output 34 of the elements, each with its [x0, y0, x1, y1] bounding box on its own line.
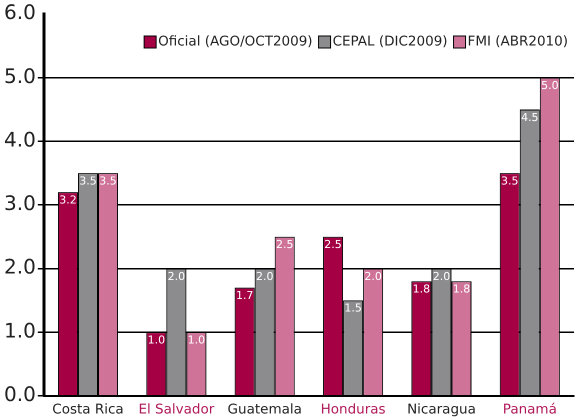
y-tick-label: 0.0	[4, 382, 36, 406]
legend-label: Oficial (AGO/OCT2009)	[158, 34, 313, 50]
data-label: 3.2	[59, 194, 77, 207]
data-label: 1.8	[452, 282, 470, 296]
data-label: 2.0	[256, 270, 274, 283]
data-label: 3.5	[79, 174, 97, 188]
data-label: 2.0	[168, 270, 186, 283]
y-tick-label: 5.0	[4, 64, 36, 88]
x-tick-label: Panamá	[502, 401, 557, 418]
y-tick-label: 4.0	[4, 127, 36, 152]
x-tick-label: Guatemala	[228, 401, 302, 418]
x-tick-label: Nicaragua	[407, 401, 476, 418]
x-tick-label: Honduras	[320, 401, 386, 418]
data-label: 1.8	[412, 282, 430, 296]
data-label: 1.0	[148, 334, 166, 347]
y-tick-label: 1.0	[4, 318, 36, 342]
data-label: 1.0	[188, 334, 206, 347]
data-label: 1.5	[344, 302, 362, 315]
legend-label: FMI (ABR2010)	[468, 34, 568, 50]
x-tick-label: El Salvador	[138, 401, 215, 418]
y-tick-label: 3.0	[4, 191, 36, 216]
data-label: 3.5	[501, 174, 519, 188]
data-label: 2.0	[432, 270, 450, 283]
x-tick-label: Costa Rica	[52, 401, 124, 418]
data-label: 2.5	[324, 238, 342, 252]
data-label: 1.7	[236, 288, 254, 302]
data-label: 2.0	[364, 270, 382, 283]
y-tick-label: 2.0	[4, 254, 36, 279]
data-label: 3.5	[99, 174, 117, 188]
y-tick-label: 6.0	[4, 0, 36, 24]
data-label: 4.5	[521, 110, 539, 124]
data-label: 2.5	[276, 238, 294, 252]
legend-label: CEPAL (DIC2009)	[332, 34, 448, 50]
data-label: 5.0	[541, 78, 559, 92]
